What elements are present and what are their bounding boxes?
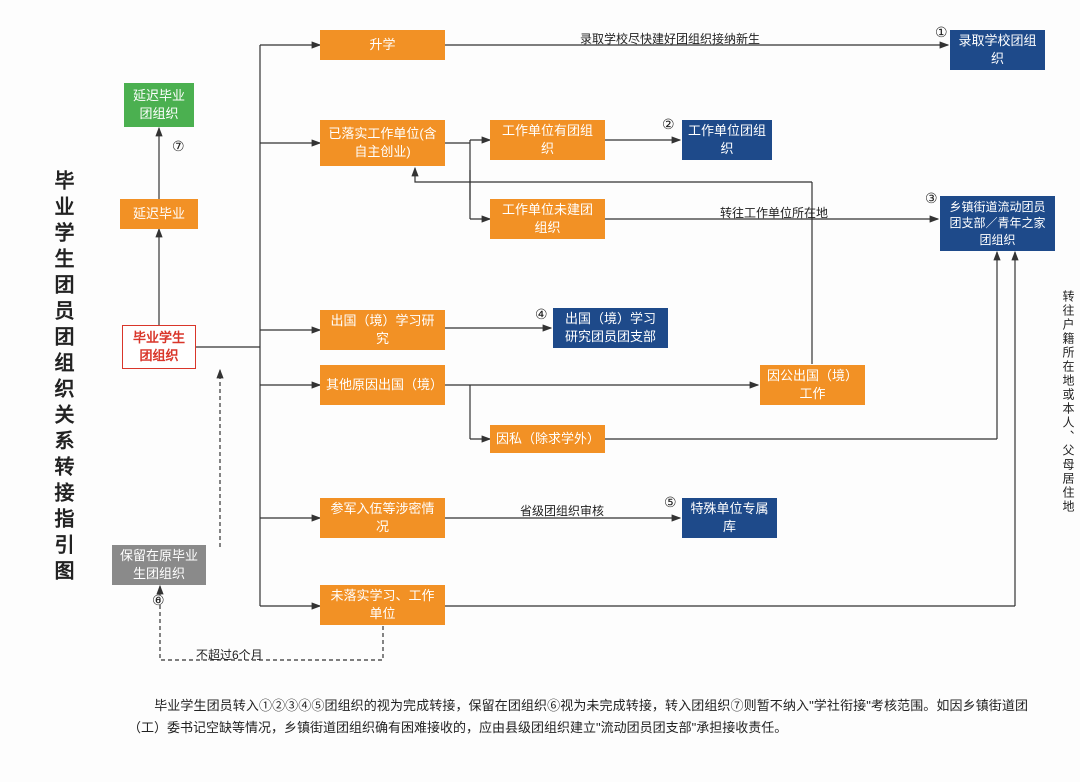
- node-study-branch: 出国（境）学习研究团员团支部: [553, 308, 668, 348]
- node-abroad-other: 其他原因出国（境）: [320, 365, 445, 405]
- footnote-text: 毕业学生团员转入①②③④⑤团组织的视为完成转接，保留在团组织⑥视为未完成转接，转…: [128, 695, 1028, 739]
- marker-3: ③: [925, 190, 938, 207]
- marker-1: ①: [935, 24, 948, 41]
- node-abroad-study: 出国（境）学习研究: [320, 310, 445, 350]
- edge-label-1: 录取学校尽快建好团组织接纳新生: [580, 30, 760, 47]
- edge-label-3: 省级团组织审核: [520, 502, 604, 519]
- node-none: 未落实学习、工作单位: [320, 585, 445, 625]
- node-keep: 保留在原毕业生团组织: [112, 545, 206, 585]
- node-private: 因私（除求学外）: [490, 425, 605, 453]
- marker-6: ⑥: [152, 592, 165, 609]
- diagram-canvas: 毕业学生团员团组织关系转接指引图 延迟毕业团组织 延迟毕业 毕业学生团组织 保留…: [0, 0, 1080, 782]
- page-title: 毕业学生团员团组织关系转接指引图: [48, 170, 77, 586]
- node-upgrade: 升学: [320, 30, 445, 60]
- edge-vlabel-right: 转往户籍所在地或本人、父母居住地: [1060, 290, 1077, 514]
- node-hasorg: 工作单位有团组织: [490, 120, 605, 160]
- node-delay-green: 延迟毕业团组织: [124, 83, 194, 127]
- node-job: 已落实工作单位(含自主创业): [320, 120, 445, 166]
- node-delay: 延迟毕业: [120, 199, 198, 229]
- node-army: 参军入伍等涉密情况: [320, 498, 445, 538]
- marker-2: ②: [662, 116, 675, 133]
- node-public: 因公出国（境）工作: [760, 365, 865, 405]
- node-special: 特殊单位专属库: [682, 498, 777, 538]
- node-workorg: 工作单位团组织: [682, 120, 772, 160]
- node-root: 毕业学生团组织: [122, 325, 196, 369]
- edge-label-2: 转往工作单位所在地: [720, 204, 828, 221]
- node-noorg: 工作单位未建团组织: [490, 199, 605, 239]
- marker-5: ⑤: [664, 494, 677, 511]
- marker-4: ④: [535, 306, 548, 323]
- edge-label-4: 不超过6个月: [196, 646, 263, 663]
- marker-7: ⑦: [172, 138, 185, 155]
- node-admit: 录取学校团组织: [950, 30, 1045, 70]
- node-street: 乡镇街道流动团员团支部／青年之家团组织: [940, 196, 1055, 251]
